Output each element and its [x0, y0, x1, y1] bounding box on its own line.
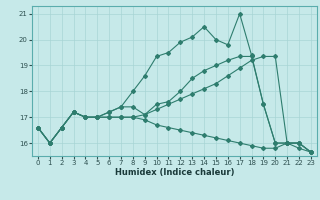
- X-axis label: Humidex (Indice chaleur): Humidex (Indice chaleur): [115, 168, 234, 177]
